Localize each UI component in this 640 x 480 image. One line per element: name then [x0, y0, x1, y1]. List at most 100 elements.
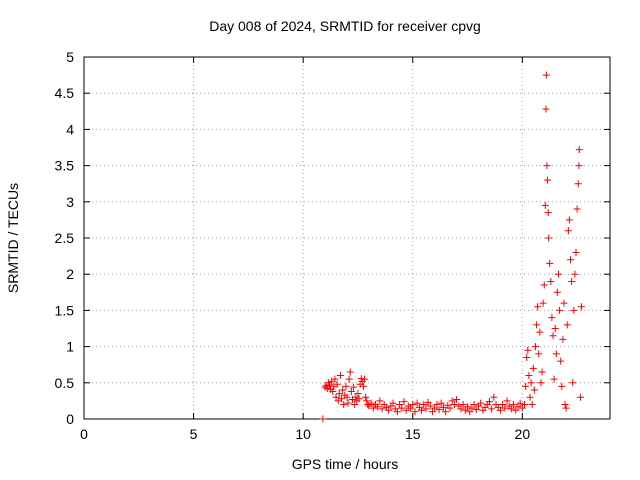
data-point — [453, 395, 461, 403]
data-point — [402, 406, 410, 414]
data-point — [464, 403, 472, 411]
data-point — [336, 372, 344, 380]
data-point — [411, 408, 419, 416]
data-point — [420, 401, 428, 409]
data-point — [446, 404, 454, 412]
data-point — [490, 393, 498, 401]
data-point — [542, 71, 550, 79]
data-point — [551, 325, 559, 332]
data-point — [543, 162, 551, 170]
y-tick-label: 4 — [66, 121, 74, 137]
data-point — [554, 270, 562, 278]
data-point — [557, 357, 565, 365]
data-point — [342, 382, 350, 390]
data-point — [560, 299, 568, 307]
data-point — [323, 385, 331, 393]
data-point — [565, 216, 573, 224]
data-point — [518, 404, 526, 412]
data-point — [561, 401, 569, 409]
data-point — [461, 406, 469, 414]
data-point — [343, 393, 351, 401]
data-point — [347, 387, 355, 395]
data-point — [468, 404, 476, 412]
y-tick-label: 1.5 — [55, 302, 75, 318]
data-point — [539, 299, 547, 307]
data-point — [437, 399, 445, 407]
data-point — [550, 375, 558, 383]
x-tick-label: 10 — [295, 426, 311, 442]
x-tick-label: 5 — [190, 426, 198, 442]
data-point — [422, 405, 430, 413]
data-point — [529, 364, 537, 372]
data-point — [345, 375, 353, 383]
data-point — [512, 406, 520, 414]
data-point — [535, 350, 543, 358]
y-tick-label: 3 — [66, 194, 74, 210]
data-point — [333, 380, 341, 388]
data-point — [424, 398, 432, 406]
data-point — [448, 397, 456, 405]
x-tick-label: 15 — [405, 426, 421, 442]
data-point — [389, 399, 397, 407]
data-point — [376, 397, 384, 405]
data-point — [400, 398, 408, 406]
data-point — [357, 374, 365, 382]
data-point — [514, 403, 522, 411]
data-point — [541, 201, 549, 209]
data-point — [350, 383, 358, 391]
data-point — [344, 399, 352, 407]
data-point — [572, 248, 580, 256]
data-point — [466, 408, 474, 416]
data-point — [329, 387, 337, 395]
data-point — [501, 404, 509, 412]
data-point — [361, 375, 369, 383]
data-point — [335, 390, 343, 398]
data-point — [578, 303, 586, 311]
data-point — [522, 382, 530, 390]
data-point — [352, 393, 360, 401]
data-points — [319, 71, 586, 423]
data-point — [332, 393, 340, 401]
data-point — [354, 390, 362, 398]
data-point — [418, 406, 426, 414]
data-point — [385, 406, 393, 414]
data-point — [562, 404, 570, 412]
x-tick-label: 0 — [80, 426, 88, 442]
data-point — [485, 398, 493, 406]
data-point — [553, 288, 561, 296]
data-point — [527, 379, 535, 387]
data-point — [575, 162, 583, 170]
x-tick-label: 20 — [515, 426, 531, 442]
data-point — [470, 401, 478, 409]
y-axis-label: SRMTID / TECUs — [5, 183, 21, 293]
y-tick-label: 5 — [66, 49, 74, 65]
data-point — [516, 399, 524, 407]
data-point — [549, 332, 557, 340]
data-point — [546, 259, 554, 267]
data-point — [477, 399, 485, 407]
data-point — [393, 408, 401, 416]
data-point — [331, 375, 339, 383]
data-point — [544, 209, 552, 217]
data-point — [398, 404, 406, 412]
data-point — [472, 406, 480, 414]
data-point — [574, 180, 582, 188]
data-point — [396, 401, 404, 409]
data-point — [552, 350, 560, 358]
data-point — [528, 401, 536, 409]
data-point — [431, 404, 439, 412]
data-point — [359, 382, 367, 390]
data-point — [450, 401, 458, 409]
data-point — [426, 402, 434, 410]
data-point — [521, 401, 529, 409]
plot-frame — [83, 56, 611, 420]
data-point — [564, 227, 572, 235]
data-point — [407, 404, 415, 412]
data-point — [530, 386, 538, 394]
data-point — [433, 401, 441, 409]
y-tick-label: 1 — [66, 339, 74, 355]
data-point — [378, 405, 386, 413]
data-point — [346, 368, 354, 376]
data-point — [510, 401, 518, 409]
data-point — [442, 408, 450, 416]
